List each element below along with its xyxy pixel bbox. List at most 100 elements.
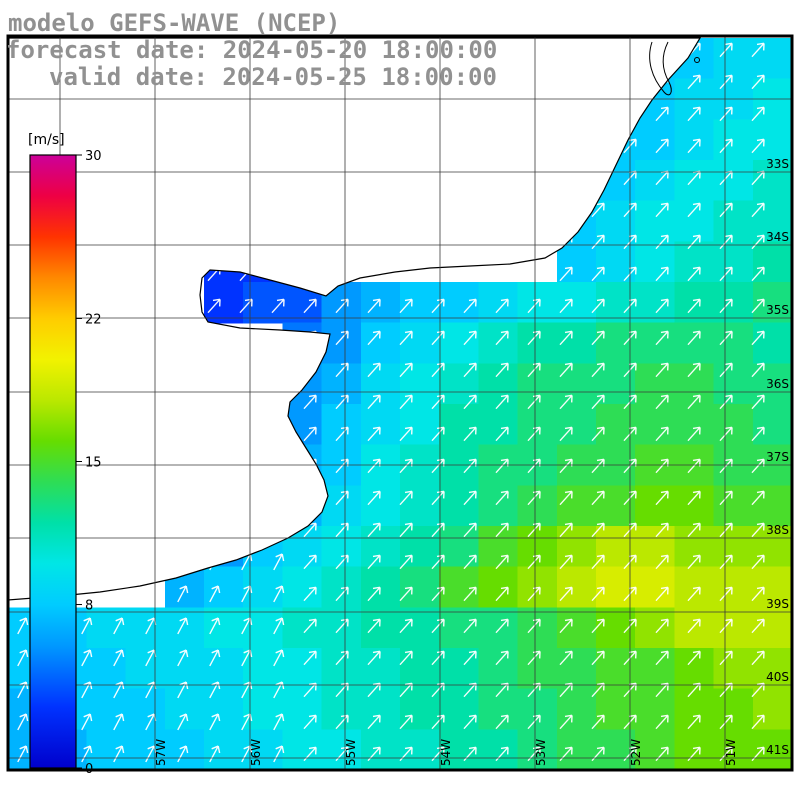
direction-arrow <box>751 490 765 506</box>
direction-arrow <box>591 522 605 538</box>
grid-cell <box>125 607 166 649</box>
direction-arrow <box>241 649 253 667</box>
grid-cell <box>752 282 793 324</box>
grid-cell <box>556 648 597 690</box>
direction-arrow <box>559 650 573 666</box>
grid-cell <box>556 282 597 324</box>
direction-arrow <box>655 650 669 666</box>
direction-arrow <box>751 746 765 762</box>
direction-arrow <box>719 266 733 282</box>
grid-cell <box>596 648 636 690</box>
direction-arrow <box>719 394 733 410</box>
direction-arrow <box>495 682 509 698</box>
direction-arrow <box>431 426 445 442</box>
grid-cell <box>517 688 558 730</box>
direction-arrow <box>655 106 669 122</box>
direction-arrow <box>335 714 349 730</box>
direction-arrow <box>431 554 445 570</box>
direction-arrow <box>207 298 221 314</box>
grid-cell <box>635 200 675 242</box>
direction-arrow <box>527 426 541 442</box>
longitude-label: 53W <box>534 739 548 766</box>
direction-arrow <box>687 522 701 538</box>
grid-cell <box>635 363 675 405</box>
direction-arrow <box>719 330 733 346</box>
grid-cell <box>439 688 479 730</box>
grid-cell <box>478 688 519 730</box>
direction-arrow <box>367 746 381 762</box>
direction-arrow <box>495 330 509 346</box>
grid-cell <box>674 607 715 649</box>
direction-arrow <box>655 202 669 218</box>
direction-arrow <box>399 522 413 538</box>
direction-arrow <box>655 554 669 570</box>
grid-cell <box>556 404 597 446</box>
grid-cell <box>556 363 597 405</box>
direction-arrow <box>431 682 445 698</box>
direction-arrow <box>591 746 605 762</box>
direction-arrow <box>367 330 381 346</box>
direction-arrow <box>719 618 733 634</box>
grid-cell <box>400 566 440 608</box>
grid-cell <box>752 607 793 649</box>
colorbar-tick-label: 30 <box>85 149 102 164</box>
direction-arrow <box>751 298 765 314</box>
direction-arrow <box>591 554 605 570</box>
direction-arrow <box>655 394 669 410</box>
longitude-label: 55W <box>344 739 358 766</box>
direction-arrow <box>719 746 733 762</box>
grid-cell <box>321 404 362 446</box>
direction-arrow <box>303 650 317 666</box>
direction-arrow <box>559 362 573 378</box>
longitude-label: 56W <box>249 739 263 766</box>
direction-arrow <box>209 617 221 635</box>
direction-arrow <box>431 490 445 506</box>
direction-arrow <box>591 234 605 250</box>
direction-arrow <box>719 106 733 122</box>
grid-cell <box>635 688 675 730</box>
direction-arrow <box>399 426 413 442</box>
direction-arrow <box>751 266 765 282</box>
direction-arrow <box>655 618 669 634</box>
direction-arrow <box>463 682 477 698</box>
direction-arrow <box>431 330 445 346</box>
direction-arrow <box>751 362 765 378</box>
direction-arrow <box>399 714 413 730</box>
direction-arrow <box>559 330 573 346</box>
grid-cell <box>713 729 754 771</box>
direction-arrow <box>495 586 509 602</box>
direction-arrow <box>303 682 317 698</box>
grid-cell <box>478 729 519 771</box>
direction-arrow <box>399 746 413 762</box>
grid-cell <box>556 607 597 649</box>
direction-arrow <box>527 650 541 666</box>
direction-arrow <box>527 490 541 506</box>
direction-arrow <box>241 713 253 731</box>
grid-cell <box>478 648 519 690</box>
grid-cell <box>439 404 479 446</box>
direction-arrow <box>527 522 541 538</box>
direction-arrow <box>719 522 733 538</box>
direction-arrow <box>463 746 477 762</box>
direction-arrow <box>431 650 445 666</box>
direction-arrow <box>17 745 29 763</box>
direction-arrow <box>303 426 317 442</box>
direction-arrow <box>495 362 509 378</box>
direction-arrow <box>367 714 381 730</box>
grid-cell <box>596 729 636 771</box>
grid-lines <box>8 36 792 770</box>
direction-arrow <box>559 682 573 698</box>
direction-arrow <box>335 490 349 506</box>
direction-arrow <box>273 617 285 635</box>
grid-cell <box>360 648 401 690</box>
colorbar-unit-label: [m/s] <box>28 132 65 148</box>
direction-arrow <box>177 617 189 635</box>
direction-arrow <box>655 362 669 378</box>
grid-cell <box>752 404 793 446</box>
direction-arrow <box>17 713 29 731</box>
direction-arrow <box>687 554 701 570</box>
direction-arrow <box>463 362 477 378</box>
direction-arrow <box>303 586 317 602</box>
direction-arrow <box>687 394 701 410</box>
grid-cell <box>635 485 675 527</box>
